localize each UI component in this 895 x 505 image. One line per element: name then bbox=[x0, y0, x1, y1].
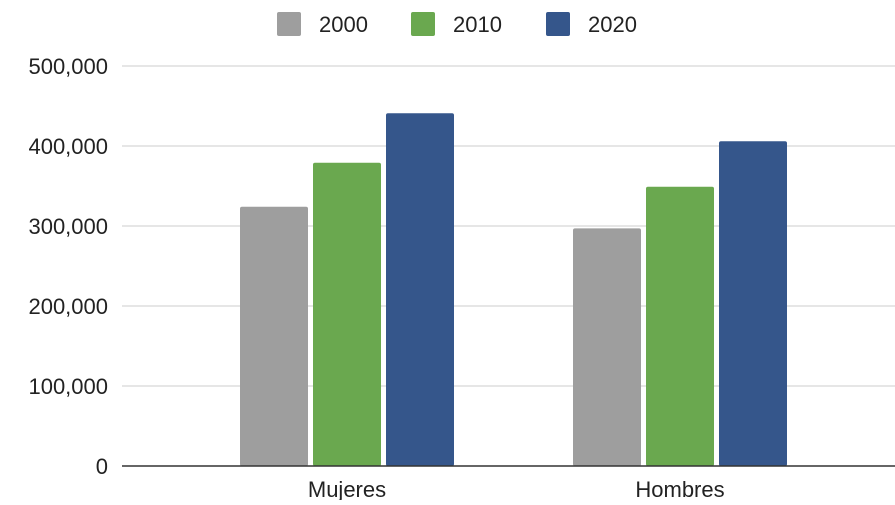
y-tick-label: 100,000 bbox=[28, 374, 108, 399]
y-tick-label: 500,000 bbox=[28, 54, 108, 79]
bar-hombres-2020 bbox=[719, 141, 787, 466]
legend-swatch-2010 bbox=[411, 12, 435, 36]
legend-label: 2010 bbox=[453, 12, 502, 37]
y-tick-label: 300,000 bbox=[28, 214, 108, 239]
legend-swatch-2020 bbox=[546, 12, 570, 36]
legend-label: 2000 bbox=[319, 12, 368, 37]
legend-swatch-2000 bbox=[277, 12, 301, 36]
y-axis-ticks: 0 100,000 200,000 300,000 400,000 500,000 bbox=[28, 54, 108, 479]
bar-mujeres-2000 bbox=[240, 206, 308, 467]
bar-hombres-2010 bbox=[646, 186, 714, 467]
bar-mujeres-2010 bbox=[313, 162, 381, 467]
bars bbox=[240, 113, 787, 467]
legend-label: 2020 bbox=[588, 12, 637, 37]
bar-mujeres-2020 bbox=[386, 113, 454, 466]
y-tick-label: 400,000 bbox=[28, 134, 108, 159]
y-tick-label: 0 bbox=[96, 454, 108, 479]
legend: 2000 2010 2020 bbox=[277, 12, 637, 37]
bar-hombres-2000 bbox=[573, 228, 641, 466]
y-tick-label: 200,000 bbox=[28, 294, 108, 319]
x-category-label: Hombres bbox=[635, 477, 724, 500]
x-axis-categories: Mujeres Hombres bbox=[308, 477, 725, 502]
x-category-label: Mujeres bbox=[308, 477, 386, 500]
